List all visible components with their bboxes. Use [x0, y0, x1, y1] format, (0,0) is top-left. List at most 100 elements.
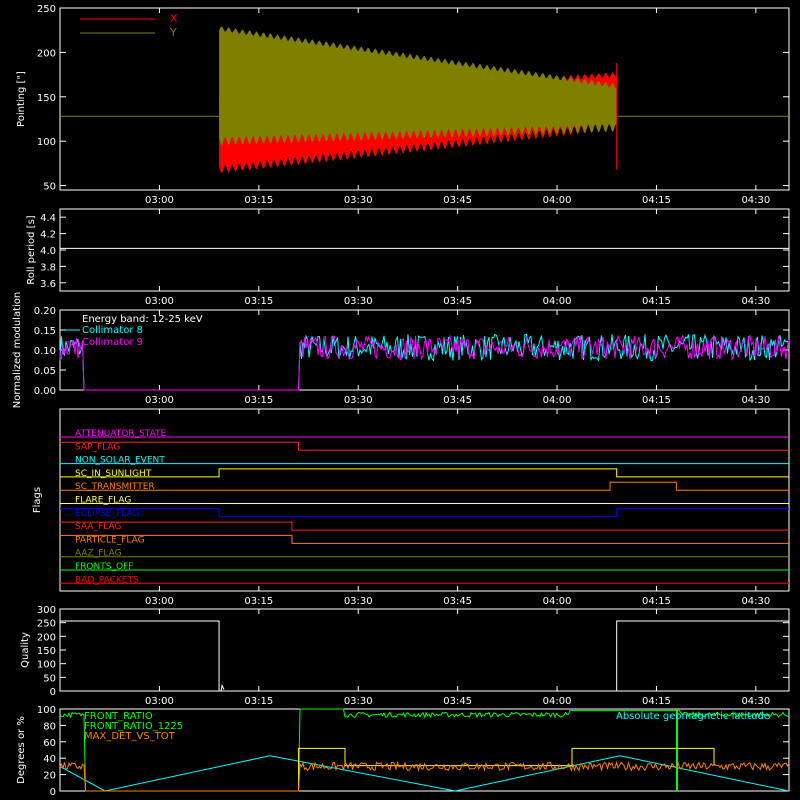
x-tick-label: 04:00: [543, 696, 572, 707]
x-tick-label: 03:45: [443, 395, 472, 406]
ratios-series: [59, 708, 790, 792]
flags-panel: 03:00 03:15 03:30 03:45 04:00 04:15 04:30 ATTE…: [32, 408, 790, 607]
modulation-collimator-9: [59, 334, 790, 391]
y-tick-label: 0.05: [34, 366, 56, 377]
x-tick-label: 04:15: [642, 296, 671, 307]
y-tick-label: 250: [37, 619, 56, 630]
x-tick-label: 03:15: [244, 395, 273, 406]
flag-line-3: [60, 468, 789, 478]
flag-label-4: SC_TRANSMITTER: [75, 482, 155, 492]
y-tick-label: 0.00: [34, 386, 56, 397]
flag-label-10: FRONTS_OFF: [75, 562, 133, 572]
x-tick-label: 03:00: [145, 395, 174, 406]
y-tick-label: 0: [50, 787, 56, 798]
legend-collimator-9-label: Collimator 9: [82, 337, 143, 348]
flag-label-9: AAZ_FLAG: [75, 549, 122, 559]
x-tick-label: 03:45: [443, 696, 472, 707]
flag-line-6: [60, 508, 789, 518]
legend-front-ratio-1225: FRONT_RATIO_1225: [84, 721, 183, 732]
x-tick-label: 04:30: [741, 696, 770, 707]
flags-xticks: 03:00 03:15 03:30 03:45 04:00 04:15 04:30: [145, 409, 770, 607]
x-tick-label: 03:15: [244, 296, 273, 307]
flag-label-6: ECLIPSE_FLAG: [75, 509, 139, 519]
roll-period-ylabel: Roll period [s]: [26, 215, 37, 284]
x-tick-label: 03:30: [344, 596, 373, 607]
legend-collimator-8-label: Collimator 8: [82, 325, 143, 336]
x-tick-label: 04:00: [543, 596, 572, 607]
x-tick-label: 03:15: [244, 596, 273, 607]
x-tick-label: 03:30: [344, 195, 373, 206]
quality-spike: [220, 683, 225, 692]
flag-label-8: PARTICLE_FLAG: [75, 535, 145, 545]
flag-line-8: [60, 534, 789, 544]
y-tick-label: 0.15: [34, 326, 56, 337]
x-tick-label: 03:00: [145, 696, 174, 707]
y-tick-label: 0.10: [34, 346, 56, 357]
y-tick-label: 4.2: [40, 230, 56, 241]
y-tick-label: 150: [37, 646, 56, 657]
legend-front-ratio: FRONT_RATIO: [84, 711, 153, 722]
ratios-panel: 0 20 40 60 80 100 Degrees or % FRONT_RATIO FR…: [16, 705, 790, 798]
legend-x-label: X: [170, 12, 178, 25]
y-tick-label: 150: [37, 93, 56, 104]
y-tick-label: 40: [43, 754, 56, 765]
y-tick-label: 80: [43, 721, 56, 732]
flag-line-7: [60, 521, 789, 531]
x-tick-label: 03:45: [443, 296, 472, 307]
front-ratio-1225-line: [298, 747, 715, 791]
flag-label-2: NON_SOLAR_EVENT: [75, 456, 165, 466]
flag-label-5: FLARE_FLAG: [75, 496, 131, 506]
flag-label-7: SAA_FLAG: [75, 522, 121, 532]
ratios-ylabel: Degrees or %: [16, 716, 27, 784]
pointing-panel: 50 100 150 200 250 03:00 03:15 03:30 03:45 04:00…: [16, 4, 790, 206]
quality-ylabel: Quality: [20, 632, 31, 668]
flag-line-4: [60, 481, 789, 491]
y-tick-label: 0.20: [34, 306, 56, 317]
y-tick-label: 200: [37, 632, 56, 643]
pointing-series: [60, 26, 789, 174]
y-tick-label: 60: [43, 738, 56, 749]
pointing-axes-frame: [59, 7, 790, 191]
y-tick-label: 4.4: [40, 213, 56, 224]
flags-axes-frame: [59, 408, 790, 592]
x-tick-label: 04:00: [543, 296, 572, 307]
max-det-vs-tot-line: [59, 760, 790, 792]
x-tick-label: 04:30: [741, 195, 770, 206]
quality-line: [60, 620, 789, 692]
flag-label-11: BAD_PACKETS: [75, 575, 139, 585]
flag-label-1: SAP_FLAG: [75, 442, 120, 452]
y-tick-label: 4.0: [40, 246, 56, 257]
x-tick-label: 04:30: [741, 596, 770, 607]
legend-geomagnetic-latitude: Absolute geomagnetic latitude: [616, 711, 770, 722]
ratios-yticks: 0 20 40 60 80 100: [37, 705, 789, 798]
modulation-panel: 0.00 0.05 0.10 0.15 0.20 03:00 03:15 03:30 03:4…: [12, 292, 790, 408]
x-tick-label: 03:00: [145, 296, 174, 307]
y-tick-label: 300: [37, 605, 56, 616]
pointing-xticks: 03:00 03:15 03:30 03:45 04:00 04:15 04:30: [145, 8, 770, 206]
flag-line-1: [60, 441, 789, 451]
y-tick-label: 250: [37, 4, 56, 15]
flags-series: ATTENUATOR_STATE SAP_FLAG NON_SOLAR_EVENT S…: [60, 429, 789, 585]
roll-period-xticks: 03:00 03:15 03:30 03:45 04:00 04:15 04:30: [145, 209, 770, 307]
pointing-ylabel: Pointing ["]: [16, 71, 27, 127]
y-tick-label: 200: [37, 48, 56, 59]
x-tick-label: 03:00: [145, 195, 174, 206]
y-tick-label: 20: [43, 771, 56, 782]
pointing-yticks: 50 100 150 200 250: [37, 4, 789, 193]
x-tick-label: 03:45: [443, 195, 472, 206]
ratios-axes-frame: [59, 708, 790, 792]
y-tick-label: 100: [37, 137, 56, 148]
y-tick-label: 3.8: [40, 262, 56, 273]
x-tick-label: 04:30: [741, 296, 770, 307]
y-tick-label: 0: [50, 687, 56, 698]
y-tick-label: 3.6: [40, 279, 56, 290]
x-tick-label: 04:15: [642, 195, 671, 206]
modulation-xticks: 03:00 03:15 03:30 03:45 04:00 04:15 04:30: [145, 310, 770, 406]
x-tick-label: 04:00: [543, 395, 572, 406]
x-tick-label: 03:15: [244, 195, 273, 206]
x-tick-label: 04:15: [642, 696, 671, 707]
flag-label-3: SC_IN_SUNLIGHT: [75, 469, 152, 479]
x-tick-label: 03:45: [443, 596, 472, 607]
